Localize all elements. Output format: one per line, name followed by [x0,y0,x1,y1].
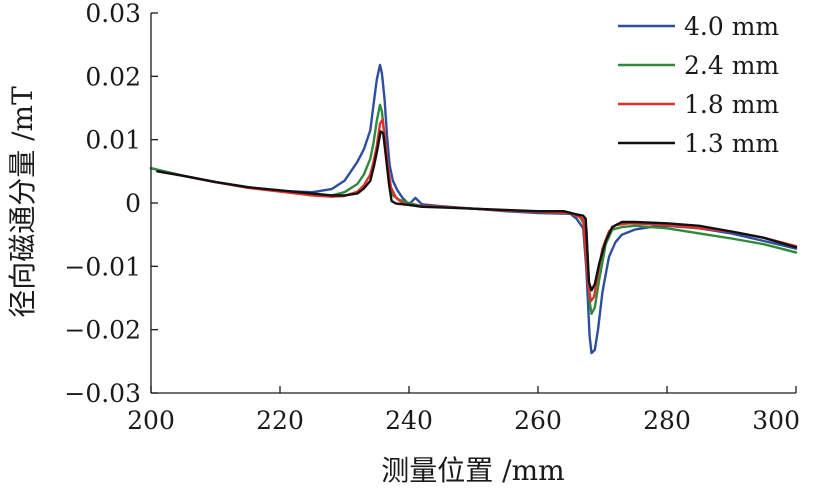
x-axis-title: 测量位置 /mm [381,454,564,487]
series-layer [149,63,798,355]
x-tick-label: 200 [127,406,175,435]
legend: 4.0 mm 2.4 mm 1.8 mm 1.3 mm [618,12,779,158]
y-tick-label: −0.02 [64,316,141,345]
legend-label: 4.0 mm [684,12,779,41]
series-line-4 [156,130,798,292]
series-line-1 [149,63,798,355]
y-axis-title: 径向磁通分量 /mT [6,86,39,318]
legend-label: 1.8 mm [684,90,779,119]
y-tick-label: 0.01 [85,126,141,155]
y-tick-label: 0 [125,189,141,218]
legend-label: 2.4 mm [684,51,779,80]
y-tick-label: −0.01 [64,252,141,281]
y-tick-label: 0.03 [85,0,141,28]
legend-label: 1.3 mm [684,129,779,158]
x-tick-label: 240 [385,406,433,435]
y-tick-label: −0.03 [64,379,141,408]
y-tick-label: 0.02 [85,62,141,91]
x-tick-label: 260 [514,406,562,435]
x-tick-label: 220 [256,406,304,435]
x-tick-label: 280 [643,406,691,435]
x-tick-label: 300 [752,406,800,435]
